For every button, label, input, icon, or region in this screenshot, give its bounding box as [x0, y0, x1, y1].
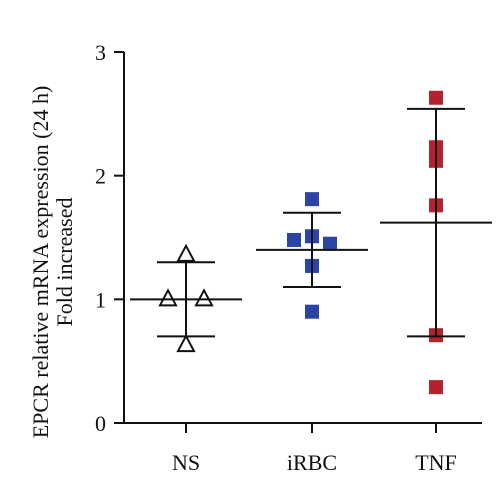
data-point	[194, 288, 214, 307]
group-ns	[130, 243, 242, 353]
y-tick-label: 1	[95, 287, 106, 312]
x-tick-label: TNF	[415, 450, 457, 475]
group-irbc	[256, 192, 368, 319]
y-axis-title-line1: EPCR relative mRNA expression (24 h)	[28, 86, 53, 439]
y-axis-title-line2: Fold increased	[52, 198, 77, 327]
data-point	[323, 236, 337, 251]
x-tick-label: iRBC	[287, 450, 337, 475]
plot-area	[130, 90, 492, 395]
data-point	[176, 333, 196, 353]
data-point	[176, 243, 196, 262]
y-tick-label: 0	[95, 411, 106, 436]
x-axis: NS iRBC TNF	[124, 422, 482, 475]
y-tick-label: 3	[95, 40, 106, 65]
y-axis: 0 1 2 3	[95, 40, 125, 436]
data-point	[158, 288, 178, 307]
y-ticks: 0 1 2 3	[95, 40, 124, 436]
data-point	[287, 232, 301, 247]
data-point	[429, 380, 443, 395]
x-tick-label: NS	[172, 450, 200, 475]
group-tnf	[380, 90, 492, 395]
y-tick-label: 2	[95, 164, 106, 189]
x-ticks: NS iRBC TNF	[172, 423, 457, 475]
data-point	[305, 192, 319, 207]
y-axis-title: EPCR relative mRNA expression (24 h) Fol…	[28, 86, 77, 439]
data-point	[305, 304, 319, 319]
data-point	[429, 90, 443, 105]
